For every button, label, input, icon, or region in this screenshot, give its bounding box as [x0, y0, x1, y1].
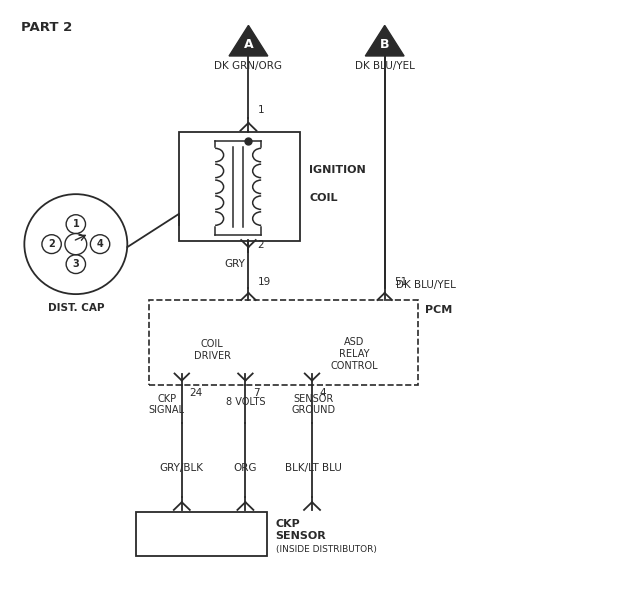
Text: COIL
DRIVER: COIL DRIVER	[193, 339, 231, 361]
Circle shape	[66, 255, 85, 274]
Circle shape	[24, 194, 127, 294]
Text: BLK/LT BLU: BLK/LT BLU	[286, 463, 342, 473]
Text: 2: 2	[258, 240, 264, 250]
Text: 4: 4	[320, 388, 326, 398]
Text: SENSOR
GROUND: SENSOR GROUND	[292, 394, 336, 415]
Bar	[179, 133, 300, 241]
Text: easyautodiagnostics.com: easyautodiagnostics.com	[234, 311, 384, 324]
Text: 1: 1	[72, 219, 79, 229]
Text: DK BLU/YEL: DK BLU/YEL	[396, 280, 455, 290]
Circle shape	[66, 215, 85, 233]
Text: 4: 4	[96, 239, 103, 249]
Circle shape	[42, 235, 61, 254]
Text: 1: 1	[258, 105, 264, 115]
Circle shape	[65, 233, 87, 255]
Text: ASD
RELAY
CONTROL: ASD RELAY CONTROL	[331, 337, 378, 371]
Polygon shape	[365, 25, 404, 56]
Text: SENSOR: SENSOR	[276, 532, 326, 541]
Text: A: A	[243, 38, 253, 51]
Text: (INSIDE DISTRIBUTOR): (INSIDE DISTRIBUTOR)	[276, 545, 376, 554]
Text: COIL: COIL	[309, 193, 337, 203]
Polygon shape	[229, 25, 268, 56]
Text: 19: 19	[258, 277, 271, 287]
Text: DIST. CAP: DIST. CAP	[48, 303, 104, 313]
Text: PART 2: PART 2	[22, 20, 72, 34]
Circle shape	[90, 235, 110, 254]
Text: CKP
SIGNAL: CKP SIGNAL	[149, 394, 185, 415]
Text: ORG: ORG	[234, 463, 257, 473]
Text: 7: 7	[253, 388, 260, 398]
Text: DK BLU/YEL: DK BLU/YEL	[355, 61, 415, 71]
Text: 3: 3	[72, 259, 79, 269]
Text: DK GRN/ORG: DK GRN/ORG	[214, 61, 282, 71]
Text: 51: 51	[394, 277, 407, 287]
Text: 8 VOLTS: 8 VOLTS	[226, 397, 265, 407]
Bar	[148, 300, 418, 385]
Text: GRY/BLK: GRY/BLK	[160, 463, 204, 473]
Text: CKP: CKP	[276, 519, 300, 529]
Text: GRY: GRY	[224, 259, 245, 269]
Text: 24: 24	[190, 388, 203, 398]
Text: 2: 2	[48, 239, 55, 249]
Text: PCM: PCM	[425, 305, 452, 315]
Text: B: B	[380, 38, 389, 51]
Bar	[137, 512, 266, 556]
Text: IGNITION: IGNITION	[309, 166, 366, 175]
